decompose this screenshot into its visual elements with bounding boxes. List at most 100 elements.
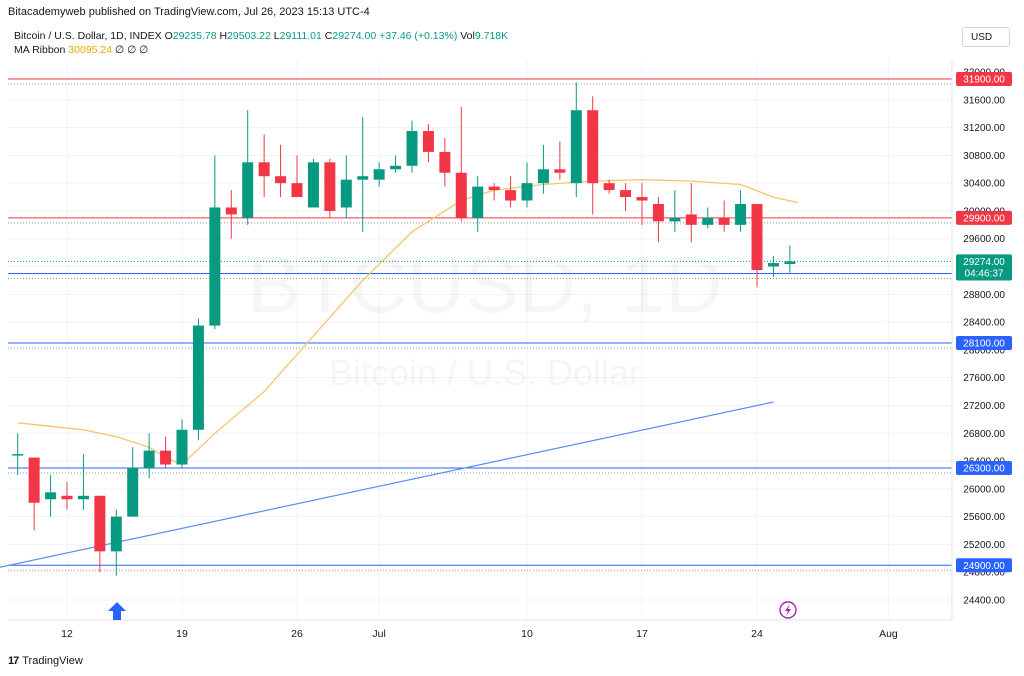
candle-body bbox=[390, 165, 402, 170]
candle bbox=[94, 495, 106, 573]
volume-label: Vol bbox=[460, 30, 475, 42]
price-labels: 31900.0029900.0029100.0028100.0026300.00… bbox=[956, 71, 1012, 573]
price-tick-label: 30800.00 bbox=[963, 151, 1005, 162]
price-tick-label: 25200.00 bbox=[963, 540, 1005, 551]
candle bbox=[669, 190, 681, 232]
level-price-badge bbox=[956, 335, 1012, 350]
candle-body bbox=[735, 204, 747, 225]
price-tick-label: 26000.00 bbox=[963, 484, 1005, 495]
candle-body bbox=[94, 495, 106, 552]
candle-body bbox=[570, 110, 582, 184]
candle-body bbox=[636, 197, 648, 201]
candle-body bbox=[340, 179, 352, 208]
candle bbox=[209, 155, 221, 330]
candle-body bbox=[258, 162, 270, 177]
candle-body bbox=[45, 492, 57, 500]
lightning-icon[interactable] bbox=[779, 601, 797, 619]
candle bbox=[357, 117, 369, 232]
time-tick-label: 26 bbox=[291, 628, 303, 640]
level-price-label: 24900.00 bbox=[963, 561, 1005, 572]
time-tick-label: Jul bbox=[372, 628, 385, 640]
candle-body bbox=[275, 176, 287, 184]
candle bbox=[751, 204, 763, 288]
candle-body bbox=[127, 468, 139, 517]
footer-brand[interactable]: 17 TradingView bbox=[8, 655, 83, 667]
price-tick-label: 28400.00 bbox=[963, 318, 1005, 329]
candle bbox=[702, 207, 714, 229]
price-tick-label: 29600.00 bbox=[963, 234, 1005, 245]
change-value: +37.46 (+0.13%) bbox=[379, 30, 458, 42]
candle-body bbox=[652, 204, 664, 222]
trendline bbox=[0, 401, 774, 568]
open-value: 29235.78 bbox=[172, 30, 217, 42]
candle bbox=[143, 433, 155, 479]
candle bbox=[291, 155, 303, 198]
candle bbox=[242, 110, 254, 225]
candle-body bbox=[620, 190, 632, 198]
candle bbox=[505, 176, 517, 208]
candle bbox=[340, 155, 352, 218]
ma-ribbon-label: MA Ribbon bbox=[14, 44, 66, 56]
grid-lines bbox=[8, 60, 952, 620]
ma-ribbon-line bbox=[17, 179, 799, 466]
candle-body bbox=[110, 516, 122, 552]
candle-body bbox=[12, 454, 24, 456]
candle bbox=[685, 183, 697, 243]
ma-ribbon-legend[interactable]: MA Ribbon 30095.24 ∅ ∅ ∅ bbox=[14, 44, 148, 56]
price-tick-label: 25600.00 bbox=[963, 512, 1005, 523]
candle bbox=[45, 474, 57, 517]
candle bbox=[587, 96, 599, 215]
candle-body bbox=[357, 176, 369, 180]
level-price-label: 28100.00 bbox=[963, 338, 1005, 349]
candle-body bbox=[160, 450, 172, 465]
watermark-name: Bitcoin / U.S. Dollar bbox=[329, 352, 641, 393]
watermark: BTCUSD, 1D Bitcoin / U.S. Dollar bbox=[329, 352, 641, 393]
time-tick-label: 12 bbox=[61, 628, 73, 640]
candle-body bbox=[176, 429, 188, 465]
candle bbox=[603, 179, 615, 194]
candle-body bbox=[455, 172, 467, 218]
candle bbox=[636, 183, 648, 225]
candle bbox=[307, 158, 319, 208]
candle bbox=[160, 436, 172, 468]
candle-body bbox=[554, 169, 566, 173]
price-tick-label: 31600.00 bbox=[963, 95, 1005, 106]
level-price-badge bbox=[956, 210, 1012, 225]
level-price-badge bbox=[956, 71, 1012, 86]
price-tick-label: 24800.00 bbox=[963, 568, 1005, 579]
price-tick-label: 28800.00 bbox=[963, 290, 1005, 301]
candle-body bbox=[291, 183, 303, 198]
candle-body bbox=[669, 217, 681, 222]
level-price-label: 31900.00 bbox=[963, 74, 1005, 85]
level-price-badge bbox=[956, 558, 1012, 573]
last-price-label: 29274.00 bbox=[963, 257, 1005, 268]
candle-body bbox=[537, 169, 549, 184]
candle bbox=[77, 454, 89, 510]
candle bbox=[176, 419, 188, 468]
price-tick-label: 24400.00 bbox=[963, 596, 1005, 607]
candle-body bbox=[143, 450, 155, 468]
volume-value: 9.718K bbox=[474, 30, 509, 42]
candle bbox=[12, 433, 24, 475]
candle bbox=[554, 141, 566, 180]
price-tick-label: 30400.00 bbox=[963, 179, 1005, 190]
candle bbox=[127, 447, 139, 517]
candle bbox=[373, 162, 385, 187]
symbol-name[interactable]: Bitcoin / U.S. Dollar, 1D, INDEX bbox=[14, 30, 162, 42]
candle-body bbox=[324, 162, 336, 211]
candle-body bbox=[587, 110, 599, 184]
candle-body bbox=[751, 204, 763, 270]
time-tick-label: 19 bbox=[176, 628, 188, 640]
candle-body bbox=[373, 169, 385, 180]
trendline-group bbox=[0, 401, 774, 568]
candle-body bbox=[472, 186, 484, 218]
time-tick-label: Aug bbox=[879, 628, 898, 640]
level-price-label: 29900.00 bbox=[963, 213, 1005, 224]
candle bbox=[406, 120, 418, 173]
currency-button[interactable]: USD bbox=[962, 27, 1010, 47]
candle bbox=[324, 158, 336, 218]
candle-body bbox=[603, 183, 615, 191]
publish-info: Bitacademyweb published on TradingView.c… bbox=[8, 6, 370, 18]
candle bbox=[570, 82, 582, 198]
